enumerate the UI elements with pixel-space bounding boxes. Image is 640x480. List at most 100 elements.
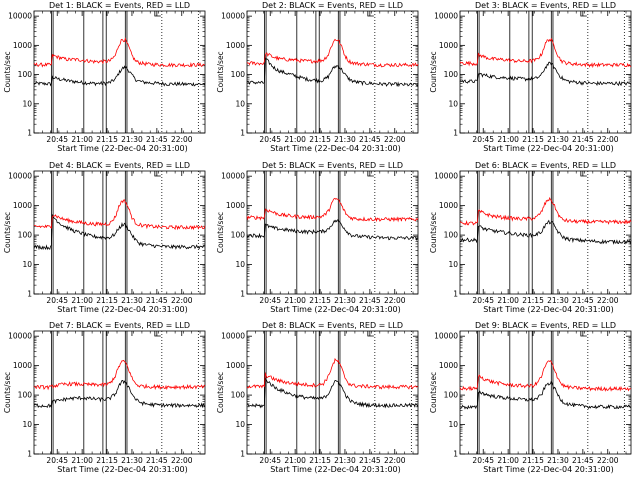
- x-tick-label: 22:00: [171, 456, 193, 465]
- events-series-line: [459, 219, 632, 245]
- detector-panel-3: Det 3: BLACK = Events, RED = LLD 1 10 100 10…: [429, 1, 632, 153]
- y-tick-label: 1000: [226, 361, 245, 370]
- detector-panel-1: Det 1: BLACK = Events, RED = LLD 1 10 100 10…: [3, 1, 206, 153]
- y-tick-label: 100: [444, 231, 459, 240]
- y-tick-label: 10000: [221, 12, 245, 21]
- x-tick-label: 21:45: [146, 456, 168, 465]
- panel-title: Det 8: BLACK = Events, RED = LLD: [262, 321, 403, 330]
- x-tick-label: 21:45: [146, 296, 168, 305]
- x-axis: 20:45 21:00 21:15 21:30 21:45 22:00: [246, 11, 414, 144]
- x-tick-label: 20:45: [46, 296, 68, 305]
- y-axis: 1 10 100 1000 10000: [221, 12, 418, 138]
- events-series-line: [459, 380, 632, 410]
- x-axis: 20:45 21:00 21:15 21:30 21:45 22:00: [459, 11, 627, 144]
- y-axis-label: Counts/sec: [216, 51, 225, 92]
- x-axis: 20:45 21:00 21:15 21:30 21:45 22:00: [33, 331, 201, 465]
- x-tick-label: 21:00: [71, 135, 93, 144]
- plot-frame: [33, 330, 206, 455]
- events-series-line: [459, 61, 632, 87]
- detector-panel-5: Det 5: BLACK = Events, RED = LLD 1 10 100 10…: [216, 161, 419, 314]
- y-axis-label: Counts/sec: [429, 51, 438, 92]
- y-tick-label: 10: [448, 420, 458, 429]
- x-tick-label: 21:00: [284, 456, 306, 465]
- x-tick-label: 22:00: [597, 296, 619, 305]
- detector-panel-2: Det 2: BLACK = Events, RED = LLD 1 10 100 10…: [216, 1, 419, 153]
- y-tick-label: 10: [22, 260, 32, 269]
- y-tick-label: 10: [235, 99, 245, 108]
- y-tick-label: 1: [240, 290, 245, 299]
- x-axis-label: Start Time (22-Dec-04 20:31:00): [57, 465, 188, 474]
- x-tick-label: 21:15: [522, 296, 544, 305]
- y-tick-label: 10: [22, 99, 32, 108]
- x-tick-label: 21:45: [146, 135, 168, 144]
- detector-panel-9: Det 9: BLACK = Events, RED = LLD 1 10 100 10…: [429, 321, 632, 474]
- plot-frame: [246, 330, 419, 455]
- y-tick-label: 100: [444, 70, 459, 79]
- detector-panel-8: Det 8: BLACK = Events, RED = LLD 1 10 100 10…: [216, 321, 419, 474]
- events-series-line: [246, 376, 419, 409]
- lld-series-line: [459, 360, 632, 392]
- x-axis-label: Start Time (22-Dec-04 20:31:00): [483, 465, 614, 474]
- y-tick-label: 1000: [226, 41, 245, 50]
- plot-frame: [459, 170, 632, 295]
- interval-bracket: [367, 331, 374, 337]
- y-tick-label: 100: [231, 70, 246, 79]
- x-axis-label: Start Time (22-Dec-04 20:31:00): [57, 144, 188, 153]
- y-tick-label: 10000: [221, 172, 245, 181]
- x-axis-label: Start Time (22-Dec-04 20:31:00): [483, 144, 614, 153]
- y-axis-label: Counts/sec: [3, 372, 12, 413]
- y-tick-label: 1000: [13, 41, 32, 50]
- x-tick-label: 21:00: [284, 135, 306, 144]
- lld-series-line: [246, 197, 419, 223]
- events-series-line: [246, 57, 419, 88]
- panel-title: Det 4: BLACK = Events, RED = LLD: [49, 161, 190, 170]
- lld-series-line: [33, 359, 206, 391]
- x-tick-label: 22:00: [384, 296, 406, 305]
- y-tick-label: 1000: [13, 361, 32, 370]
- x-tick-label: 21:15: [96, 135, 118, 144]
- x-axis: 20:45 21:00 21:15 21:30 21:45 22:00: [459, 171, 627, 305]
- x-tick-label: 21:15: [309, 296, 331, 305]
- x-tick-label: 21:15: [522, 456, 544, 465]
- panel-title: Det 9: BLACK = Events, RED = LLD: [475, 321, 616, 330]
- x-axis-label: Start Time (22-Dec-04 20:31:00): [483, 305, 614, 314]
- x-tick-label: 22:00: [171, 296, 193, 305]
- x-tick-label: 21:45: [359, 296, 381, 305]
- x-tick-label: 21:15: [522, 135, 544, 144]
- y-axis: 1 10 100 1000 10000: [8, 332, 205, 459]
- y-tick-label: 10000: [221, 332, 245, 341]
- x-tick-label: 21:30: [547, 296, 569, 305]
- y-tick-label: 10: [448, 99, 458, 108]
- y-tick-label: 10: [235, 420, 245, 429]
- y-axis-label: Counts/sec: [429, 212, 438, 253]
- x-tick-label: 21:00: [71, 296, 93, 305]
- x-tick-label: 20:45: [472, 135, 494, 144]
- y-tick-label: 10000: [8, 332, 32, 341]
- y-tick-label: 10: [22, 420, 32, 429]
- y-tick-label: 1000: [439, 361, 458, 370]
- x-axis: 20:45 21:00 21:15 21:30 21:45 22:00: [246, 171, 414, 305]
- y-tick-label: 10: [448, 260, 458, 269]
- y-axis-label: Counts/sec: [3, 51, 12, 92]
- lld-series-line: [246, 357, 419, 390]
- interval-bracket: [367, 11, 374, 17]
- detector-panel-6: Det 6: BLACK = Events, RED = LLD 1 10 100 10…: [429, 161, 632, 314]
- x-tick-label: 22:00: [384, 456, 406, 465]
- y-tick-label: 1000: [439, 201, 458, 210]
- x-tick-label: 21:15: [96, 456, 118, 465]
- x-tick-label: 22:00: [171, 135, 193, 144]
- lld-series-line: [459, 196, 632, 226]
- x-tick-label: 21:45: [572, 456, 594, 465]
- interval-bracket: [367, 171, 374, 177]
- lld-series-line: [246, 38, 419, 68]
- y-tick-label: 1: [27, 450, 32, 459]
- x-tick-label: 21:00: [284, 296, 306, 305]
- lld-series-line: [33, 199, 206, 231]
- x-tick-label: 20:45: [46, 456, 68, 465]
- lld-series-line: [33, 37, 206, 68]
- x-tick-label: 21:45: [572, 135, 594, 144]
- events-series-line: [246, 218, 419, 241]
- panel-title: Det 5: BLACK = Events, RED = LLD: [262, 161, 403, 170]
- interval-bracket: [154, 11, 161, 17]
- events-series-line: [33, 213, 206, 251]
